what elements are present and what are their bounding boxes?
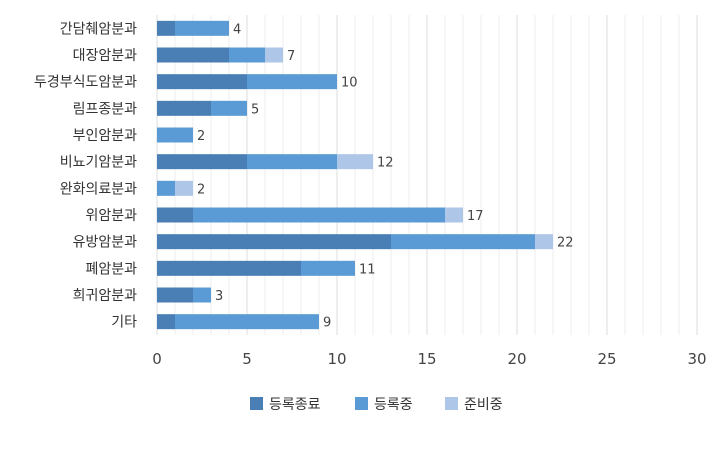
category-label: 림프종분과: [73, 101, 138, 117]
bar-total-label: 7: [287, 49, 295, 64]
category-label: 두경부식도암분과: [34, 75, 137, 91]
bar-total-label: 2: [197, 182, 205, 197]
x-axis-ticks: 0 5 10 15 20 25 30: [152, 350, 706, 368]
bar-segment: [157, 260, 301, 276]
legend-label: 준비중: [464, 397, 503, 413]
bar-segment: [157, 287, 193, 303]
bar-total-label: 11: [359, 262, 376, 277]
bar-segment: [391, 234, 535, 250]
bar-segment: [193, 207, 445, 223]
category-label: 희귀암분과: [73, 288, 138, 304]
bar-segment: [157, 234, 391, 250]
bar-total-label: 3: [215, 289, 223, 304]
bar-segment: [247, 154, 337, 170]
bar-total-label: 22: [557, 236, 574, 251]
legend-swatch: [250, 397, 263, 410]
bar-total-label: 12: [377, 156, 394, 171]
bar-segment: [157, 314, 175, 330]
bar-segment: [175, 180, 193, 196]
bar-total-label: 4: [233, 22, 241, 37]
legend-swatch: [355, 397, 368, 410]
category-label: 기타: [111, 315, 137, 331]
category-label: 비뇨기암분과: [60, 155, 137, 171]
legend: 등록종료 등록중 준비중: [250, 397, 503, 413]
x-tick-label: 0: [152, 350, 162, 368]
bar-total-label: 9: [323, 316, 331, 331]
bar-segment: [193, 287, 211, 303]
category-label: 위암분과: [85, 208, 137, 224]
bar-total-label: 2: [197, 129, 205, 144]
bar-total-label: 17: [467, 209, 484, 224]
bar-segment: [265, 47, 283, 63]
bar-total-label: 10: [341, 76, 358, 91]
x-tick-label: 20: [507, 350, 526, 368]
category-label: 간담췌암분과: [60, 21, 137, 37]
bar-segment: [157, 207, 193, 223]
category-label: 완화의료분과: [60, 181, 137, 197]
x-tick-label: 10: [327, 350, 346, 368]
legend-label: 등록종료: [269, 397, 321, 413]
bar-segment: [301, 260, 355, 276]
legend-label: 등록중: [374, 397, 413, 413]
data-labels: 4 7 10 5 2 12 2 17 22 11 3 9: [197, 22, 574, 330]
bar-segment: [337, 154, 373, 170]
bar-segment: [175, 20, 229, 36]
category-label: 유방암분과: [73, 235, 138, 251]
bar-segment: [175, 314, 319, 330]
bar-segment: [157, 74, 247, 90]
bar-segment: [229, 47, 265, 63]
x-tick-label: 5: [242, 350, 252, 368]
bar-segment: [157, 47, 229, 63]
bar-segment: [157, 100, 211, 116]
bars: [157, 20, 553, 330]
category-labels: 간담췌암분과대장암분과두경부식도암분과림프종분과부인암분과비뇨기암분과완화의료분…: [34, 21, 137, 330]
bar-segment: [157, 154, 247, 170]
bar-segment: [157, 127, 193, 143]
bar-segment: [157, 180, 175, 196]
category-label: 부인암분과: [73, 128, 138, 144]
x-tick-label: 30: [687, 350, 706, 368]
x-tick-label: 25: [597, 350, 616, 368]
bar-segment: [445, 207, 463, 223]
bar-segment: [535, 234, 553, 250]
bar-total-label: 5: [251, 102, 259, 117]
category-label: 폐암분과: [85, 261, 137, 277]
legend-swatch: [445, 397, 458, 410]
x-tick-label: 15: [417, 350, 436, 368]
gridlines: [156, 15, 698, 335]
bar-segment: [157, 20, 175, 36]
bar-segment: [211, 100, 247, 116]
category-label: 대장암분과: [73, 48, 138, 64]
bar-segment: [247, 74, 337, 90]
